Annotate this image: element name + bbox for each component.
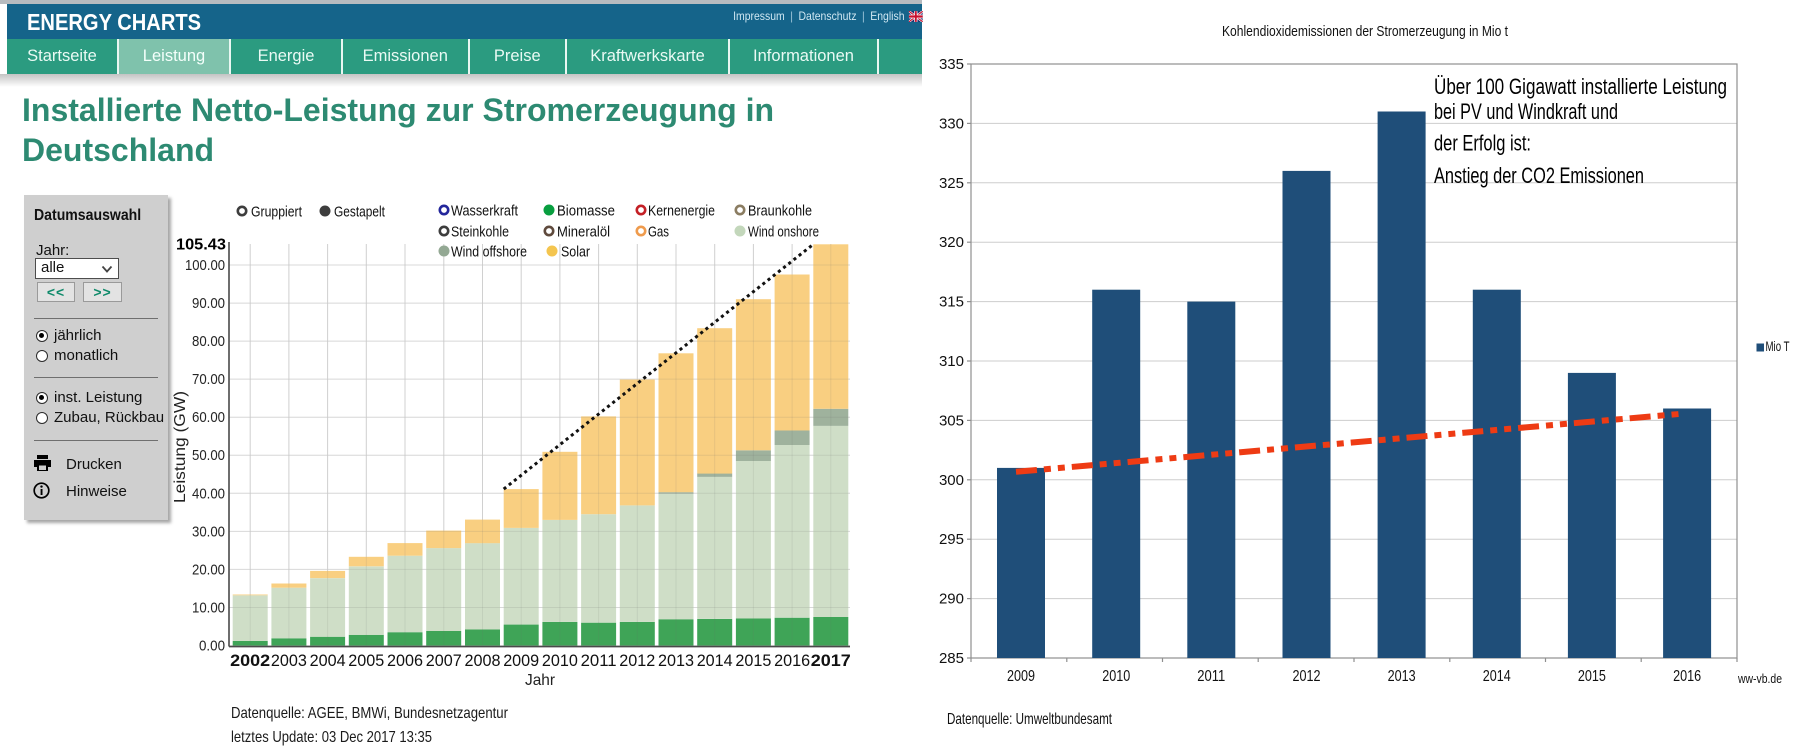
svg-text:300: 300	[939, 472, 964, 489]
svg-text:2005: 2005	[348, 651, 384, 670]
svg-text:Anstieg der CO2 Emissionen: Anstieg der CO2 Emissionen	[1434, 163, 1644, 188]
svg-text:70.00: 70.00	[192, 371, 225, 388]
svg-text:30.00: 30.00	[192, 523, 225, 540]
svg-text:2013: 2013	[1388, 668, 1416, 685]
svg-text:2008: 2008	[465, 651, 501, 670]
svg-text:315: 315	[939, 294, 964, 311]
svg-text:295: 295	[939, 531, 964, 548]
svg-text:bei PV und Windkraft und: bei PV und Windkraft und	[1434, 99, 1618, 124]
svg-text:305: 305	[939, 412, 964, 429]
svg-text:2009: 2009	[1007, 668, 1035, 685]
svg-text:2011: 2011	[581, 651, 617, 670]
svg-text:letztes Update: 03 Dec 2017 13: letztes Update: 03 Dec 2017 13:35	[231, 729, 432, 746]
svg-text:Gas: Gas	[648, 224, 669, 241]
svg-text:2009: 2009	[503, 651, 539, 670]
svg-text:Steinkohle: Steinkohle	[451, 224, 509, 241]
svg-text:325: 325	[939, 175, 964, 192]
svg-text:20.00: 20.00	[192, 561, 225, 578]
svg-text:105.43: 105.43	[176, 236, 226, 253]
svg-text:2006: 2006	[387, 651, 423, 670]
svg-text:60.00: 60.00	[192, 409, 225, 426]
svg-text:80.00: 80.00	[192, 333, 225, 350]
svg-text:Biomasse: Biomasse	[557, 203, 615, 220]
svg-text:2016: 2016	[1673, 668, 1701, 685]
svg-text:Datenquelle: AGEE, BMWi, Bunde: Datenquelle: AGEE, BMWi, Bundesnetzagent…	[231, 705, 509, 722]
svg-text:Solar: Solar	[561, 244, 590, 261]
svg-text:2010: 2010	[542, 651, 578, 670]
svg-text:der Erfolg ist:: der Erfolg ist:	[1434, 131, 1531, 156]
svg-text:Mio T: Mio T	[1766, 338, 1790, 354]
svg-text:2015: 2015	[735, 651, 771, 670]
svg-text:335: 335	[939, 56, 964, 73]
svg-text:40.00: 40.00	[192, 485, 225, 502]
svg-text:Mineralöl: Mineralöl	[557, 224, 610, 241]
svg-text:2014: 2014	[697, 651, 733, 670]
svg-text:2011: 2011	[1197, 668, 1225, 685]
svg-text:2007: 2007	[426, 651, 462, 670]
svg-text:Datenquelle: Umweltbundesamt: Datenquelle: Umweltbundesamt	[947, 711, 1112, 728]
svg-text:330: 330	[939, 115, 964, 132]
svg-text:Kernenergie: Kernenergie	[648, 203, 715, 220]
svg-text:290: 290	[939, 591, 964, 608]
svg-text:Wind offshore: Wind offshore	[451, 244, 527, 261]
svg-text:Leistung (GW): Leistung (GW)	[172, 391, 189, 503]
svg-text:2012: 2012	[1293, 668, 1321, 685]
svg-text:2017: 2017	[811, 651, 851, 670]
svg-text:Wasserkraft: Wasserkraft	[451, 203, 519, 220]
svg-text:2010: 2010	[1102, 668, 1130, 685]
svg-text:320: 320	[939, 234, 964, 251]
svg-text:Kohlendioxidemissionen der Str: Kohlendioxidemissionen der Stromerzeugun…	[1222, 23, 1509, 40]
svg-text:2015: 2015	[1578, 668, 1606, 685]
svg-text:0.00: 0.00	[199, 638, 225, 655]
svg-text:50.00: 50.00	[192, 447, 225, 464]
svg-text:2014: 2014	[1483, 668, 1511, 685]
svg-text:310: 310	[939, 353, 964, 370]
svg-text:285: 285	[939, 650, 964, 667]
svg-text:100.00: 100.00	[185, 257, 225, 274]
svg-text:10.00: 10.00	[192, 600, 225, 617]
svg-text:Jahr: Jahr	[525, 672, 556, 689]
svg-text:90.00: 90.00	[192, 295, 225, 312]
svg-text:Gestapelt: Gestapelt	[334, 204, 386, 221]
svg-text:Wind onshore: Wind onshore	[748, 224, 819, 241]
svg-text:2012: 2012	[619, 651, 655, 670]
svg-text:2016: 2016	[774, 651, 810, 670]
svg-text:2013: 2013	[658, 651, 694, 670]
svg-text:Über 100 Gigawatt installierte: Über 100 Gigawatt installierte Leistung	[1434, 74, 1727, 99]
svg-text:2002: 2002	[230, 651, 270, 670]
svg-text:Braunkohle: Braunkohle	[748, 203, 812, 220]
svg-text:2003: 2003	[271, 651, 307, 670]
svg-text:2004: 2004	[310, 651, 346, 670]
svg-text:Gruppiert: Gruppiert	[251, 204, 303, 221]
svg-text:ww-vb.de: ww-vb.de	[1737, 671, 1782, 686]
